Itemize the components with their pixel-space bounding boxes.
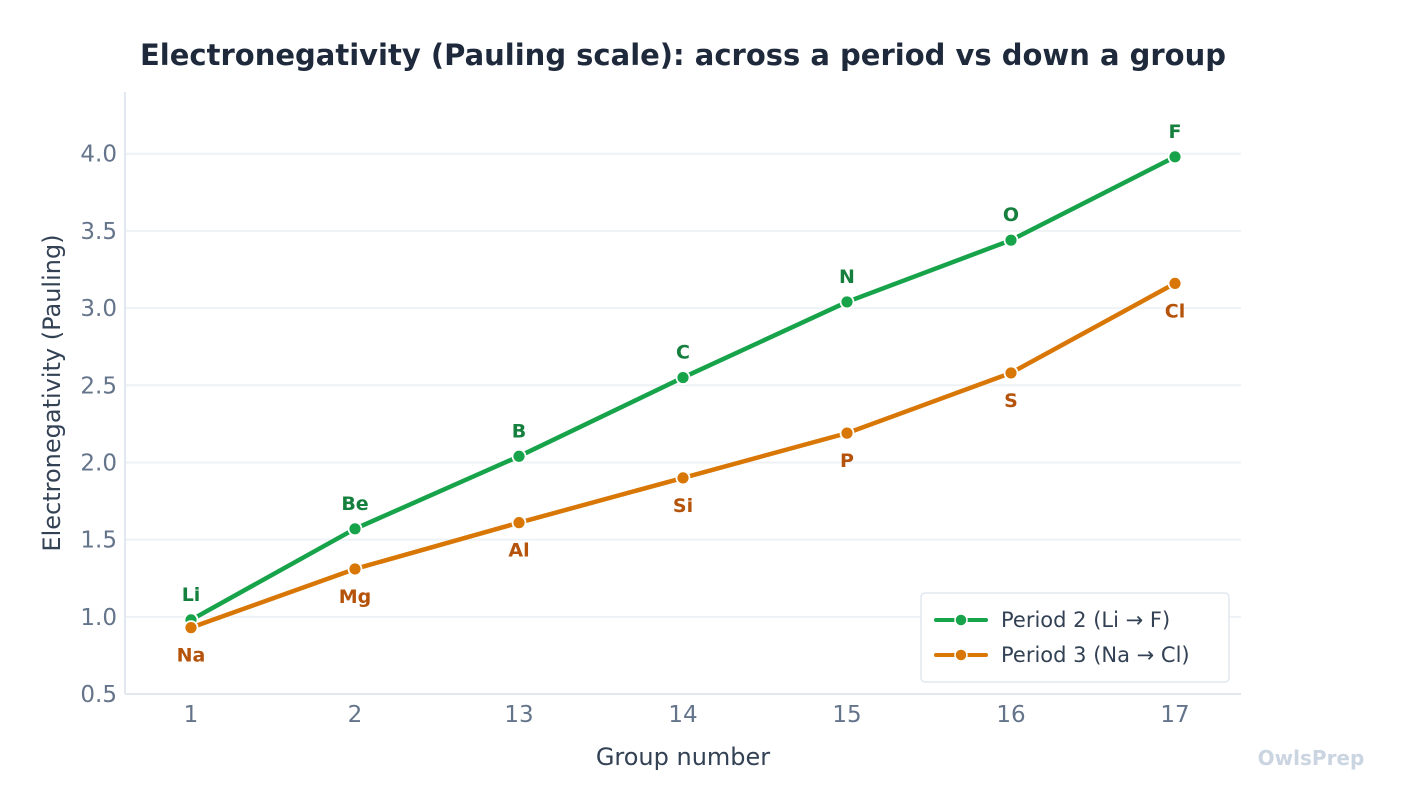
- point-S: [1003, 365, 1019, 381]
- point-label-Mg: Mg: [339, 586, 372, 608]
- point-label-Cl: Cl: [1165, 300, 1185, 322]
- x-tick-label-1: 1: [184, 702, 199, 728]
- y-tick-label-1.0: 1.0: [80, 605, 117, 631]
- point-label-Al: Al: [508, 540, 529, 562]
- point-Mg: [347, 561, 363, 577]
- watermark: OwlsPrep: [1258, 746, 1365, 770]
- point-Be: [347, 521, 363, 537]
- series-layer: Li Be B C N O F Na Mg Al Si P S Cl: [177, 121, 1186, 667]
- point-label-B: B: [512, 420, 526, 442]
- point-label-P: P: [840, 450, 854, 472]
- point-label-F: F: [1169, 121, 1182, 143]
- series-line-3: [188, 281, 1178, 630]
- y-tick-labels: 0.5 1.0 1.5 2.0 2.5 3.0 3.5 4.0: [80, 142, 117, 708]
- legend: Period 2 (Li → F) Period 3 (Na → Cl): [920, 592, 1230, 683]
- legend-box: [920, 592, 1230, 683]
- point-label-Li: Li: [182, 584, 201, 606]
- legend-label-period-2: Period 2 (Li → F): [1001, 608, 1170, 632]
- series-line-2: [188, 154, 1178, 623]
- point-O: [1003, 232, 1019, 248]
- point-label-Na: Na: [177, 645, 206, 667]
- y-tick-label-2.5: 2.5: [80, 373, 117, 399]
- y-tick-label-0.5: 0.5: [80, 682, 117, 708]
- x-tick-label-15: 15: [832, 702, 861, 728]
- point-B: [511, 448, 527, 464]
- point-P: [839, 425, 855, 441]
- point-Si: [675, 470, 691, 486]
- point-F: [1167, 149, 1183, 165]
- x-tick-label-13: 13: [504, 702, 533, 728]
- legend-label-period-3: Period 3 (Na → Cl): [1001, 643, 1190, 667]
- point-Al: [511, 515, 527, 531]
- point-Na: [183, 620, 199, 636]
- point-C: [675, 370, 691, 385]
- y-tick-label-2.0: 2.0: [80, 450, 117, 476]
- y-tick-label-4.0: 4.0: [80, 142, 117, 168]
- point-label-O: O: [1003, 204, 1019, 226]
- x-tick-labels: 1 2 13 14 15 16 17: [184, 702, 1190, 728]
- y-tick-label-1.5: 1.5: [80, 528, 117, 554]
- x-axis-label: Group number: [596, 743, 770, 771]
- point-label-Be: Be: [341, 493, 368, 515]
- legend-marker-period-3: [954, 648, 968, 662]
- x-tick-label-17: 17: [1160, 702, 1189, 728]
- chart-title: Electronegativity (Pauling scale): acros…: [140, 38, 1226, 72]
- point-N: [839, 294, 855, 310]
- point-label-N: N: [839, 266, 855, 288]
- x-tick-label-14: 14: [668, 702, 697, 728]
- legend-marker-period-2: [954, 613, 968, 627]
- point-Cl: [1167, 276, 1183, 291]
- point-label-Si: Si: [673, 495, 693, 517]
- x-tick-label-16: 16: [996, 702, 1025, 728]
- point-label-C: C: [676, 342, 690, 364]
- point-label-S: S: [1004, 390, 1018, 412]
- y-axis-label: Electronegativity (Pauling): [38, 234, 66, 551]
- y-tick-label-3.0: 3.0: [80, 296, 117, 322]
- x-tick-label-2: 2: [348, 702, 363, 728]
- y-tick-label-3.5: 3.5: [80, 219, 117, 245]
- gridlines: [125, 152, 1241, 618]
